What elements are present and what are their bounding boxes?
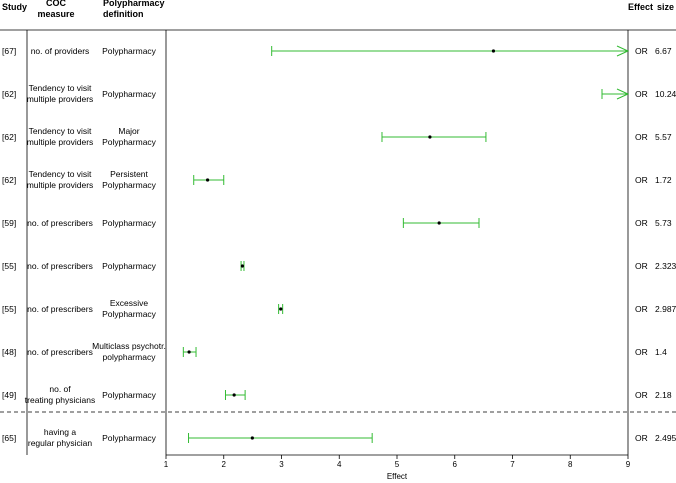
row-definition: Persistent	[110, 169, 148, 179]
row-effect-measure: OR	[635, 132, 648, 142]
row-effect-size: 10.24	[655, 89, 676, 99]
row-definition: Polypharmacy	[102, 218, 157, 228]
row-definition: Multiclass psychotr.	[92, 341, 166, 351]
row-definition: Major	[118, 126, 139, 136]
row-effect-measure: OR	[635, 218, 648, 228]
row-study-label: [62]	[2, 89, 16, 99]
header-coc-line2: measure	[37, 9, 74, 19]
x-axis: 1 2 3 4 5 6 7 8 9	[164, 454, 631, 469]
row-effect-size: 2.987	[655, 304, 676, 314]
point-estimate	[205, 178, 210, 182]
row-effect-size: 5.73	[655, 218, 672, 228]
row-effect-size: 2.18	[655, 390, 672, 400]
row-definition: Polypharmacy	[102, 137, 157, 147]
row-study-label: [55]	[2, 261, 16, 271]
row-study-label: [55]	[2, 304, 16, 314]
point-estimate	[187, 350, 191, 354]
row-coc-measure: Tendency to visit	[29, 126, 92, 136]
row-effect-measure: OR	[635, 175, 648, 185]
row-effect-size: 1.4	[655, 347, 667, 357]
row-effect-measure: OR	[635, 433, 648, 443]
x-tick-label: 1	[164, 460, 169, 469]
x-tick-label: 3	[279, 460, 284, 469]
x-tick-label: 2	[222, 460, 227, 469]
row-study-label: [48]	[2, 347, 16, 357]
row-study-label: [49]	[2, 390, 16, 400]
row-effect-size: 2.323	[655, 261, 676, 271]
row-definition: Polypharmacy	[102, 89, 157, 99]
row-coc-measure: multiple providers	[27, 137, 94, 147]
header-effect: Effect	[628, 2, 653, 12]
row-coc-measure: no. of prescribers	[27, 304, 93, 314]
ci-arrow-right	[616, 88, 630, 100]
row-effect-size: 2.495	[655, 433, 676, 443]
row-coc-measure: multiple providers	[27, 180, 94, 190]
row-definition: Polypharmacy	[102, 433, 157, 443]
row-study-label: [67]	[2, 46, 16, 56]
row-definition: Polypharmacy	[102, 390, 157, 400]
point-estimate	[491, 49, 496, 53]
row-effect-measure: OR	[635, 46, 648, 56]
row-coc-measure: Tendency to visit	[29, 83, 92, 93]
row-effect-measure: OR	[635, 390, 648, 400]
point-estimate	[240, 264, 245, 268]
row-effect-measure: OR	[635, 347, 648, 357]
point-estimate	[250, 436, 254, 440]
forest-rows: [67] no. of providers Polypharmacy OR 6.67 [6…	[2, 45, 676, 448]
row-coc-measure: no. of prescribers	[27, 347, 93, 357]
row-study-label: [65]	[2, 433, 16, 443]
row-coc-measure: Tendency to visit	[29, 169, 92, 179]
x-tick-label: 9	[626, 460, 631, 469]
point-estimate	[437, 221, 441, 225]
x-tick-label: 7	[510, 460, 515, 469]
header-poly-line1: Polypharmacy	[103, 0, 165, 8]
header-poly-line2: definition	[103, 9, 144, 19]
ci-arrow-right	[616, 45, 630, 57]
row-coc-measure: no. of	[49, 384, 71, 394]
x-tick-label: 6	[453, 460, 458, 469]
row-definition: Polypharmacy	[102, 309, 157, 319]
point-estimate	[279, 307, 283, 311]
header-size: size	[657, 2, 674, 12]
point-estimate	[232, 393, 236, 397]
row-study-label: [62]	[2, 175, 16, 185]
point-estimate	[428, 135, 432, 139]
row-effect-size: 1.72	[655, 175, 672, 185]
row-study-label: [62]	[2, 132, 16, 142]
row-coc-measure: no. of prescribers	[27, 261, 93, 271]
row-effect-measure: OR	[635, 261, 648, 271]
x-tick-label: 5	[395, 460, 400, 469]
row-study-label: [59]	[2, 218, 16, 228]
row-definition: Polypharmacy	[102, 46, 157, 56]
row-definition: Polypharmacy	[102, 261, 157, 271]
row-effect-size: 6.67	[655, 46, 672, 56]
header-coc-line1: COC	[46, 0, 67, 8]
x-tick-label: 4	[337, 460, 342, 469]
row-coc-measure: multiple providers	[27, 94, 94, 104]
row-coc-measure: having a	[44, 427, 76, 437]
row-coc-measure: no. of providers	[31, 46, 90, 56]
x-tick-label: 8	[568, 460, 573, 469]
row-coc-measure: treating physicians	[25, 395, 95, 405]
row-effect-measure: OR	[635, 304, 648, 314]
row-definition: Excessive	[110, 298, 149, 308]
row-definition: polypharmacy	[103, 352, 157, 362]
row-coc-measure: no. of prescribers	[27, 218, 93, 228]
row-coc-measure: regular physician	[28, 438, 93, 448]
header-study: Study	[2, 2, 27, 12]
x-axis-label: Effect	[387, 472, 408, 481]
row-effect-size: 5.57	[655, 132, 672, 142]
row-effect-measure: OR	[635, 89, 648, 99]
row-definition: Polypharmacy	[102, 180, 157, 190]
